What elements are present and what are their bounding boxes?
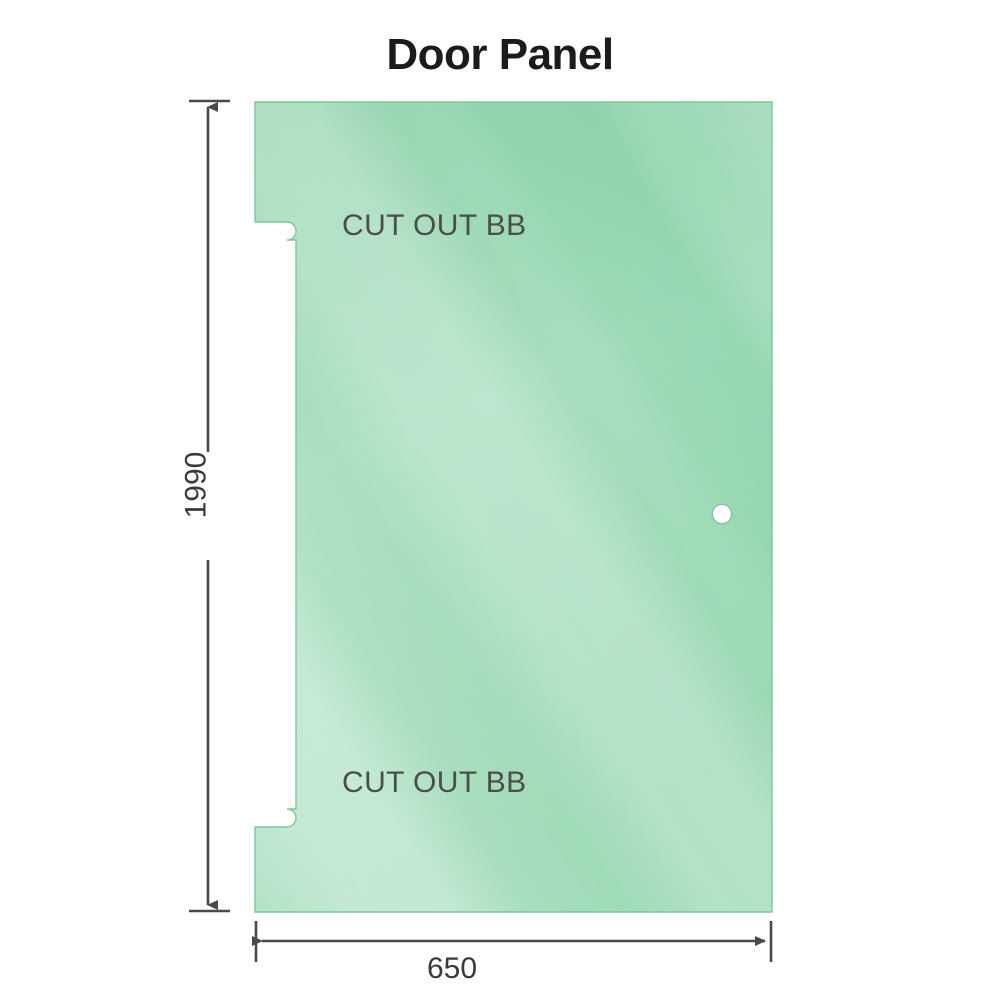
panel-outline: [254, 101, 773, 913]
dimension-width: [252, 921, 773, 962]
cutout-label-top: CUT OUT BB: [342, 209, 527, 242]
page-title: Door Panel: [386, 30, 614, 79]
dimension-height-label: 1990: [179, 451, 213, 519]
glass-panel: [254, 101, 773, 913]
dimension-width-label: 650: [426, 952, 478, 985]
dimension-height: [189, 99, 230, 913]
handle-hole-icon: [713, 505, 731, 523]
dimension-width-label-wrap: 650: [0, 952, 1000, 986]
cutout-label-bottom: CUT OUT BB: [342, 766, 527, 799]
handle-hole: [711, 503, 733, 525]
panel-light-wash: [255, 102, 772, 912]
